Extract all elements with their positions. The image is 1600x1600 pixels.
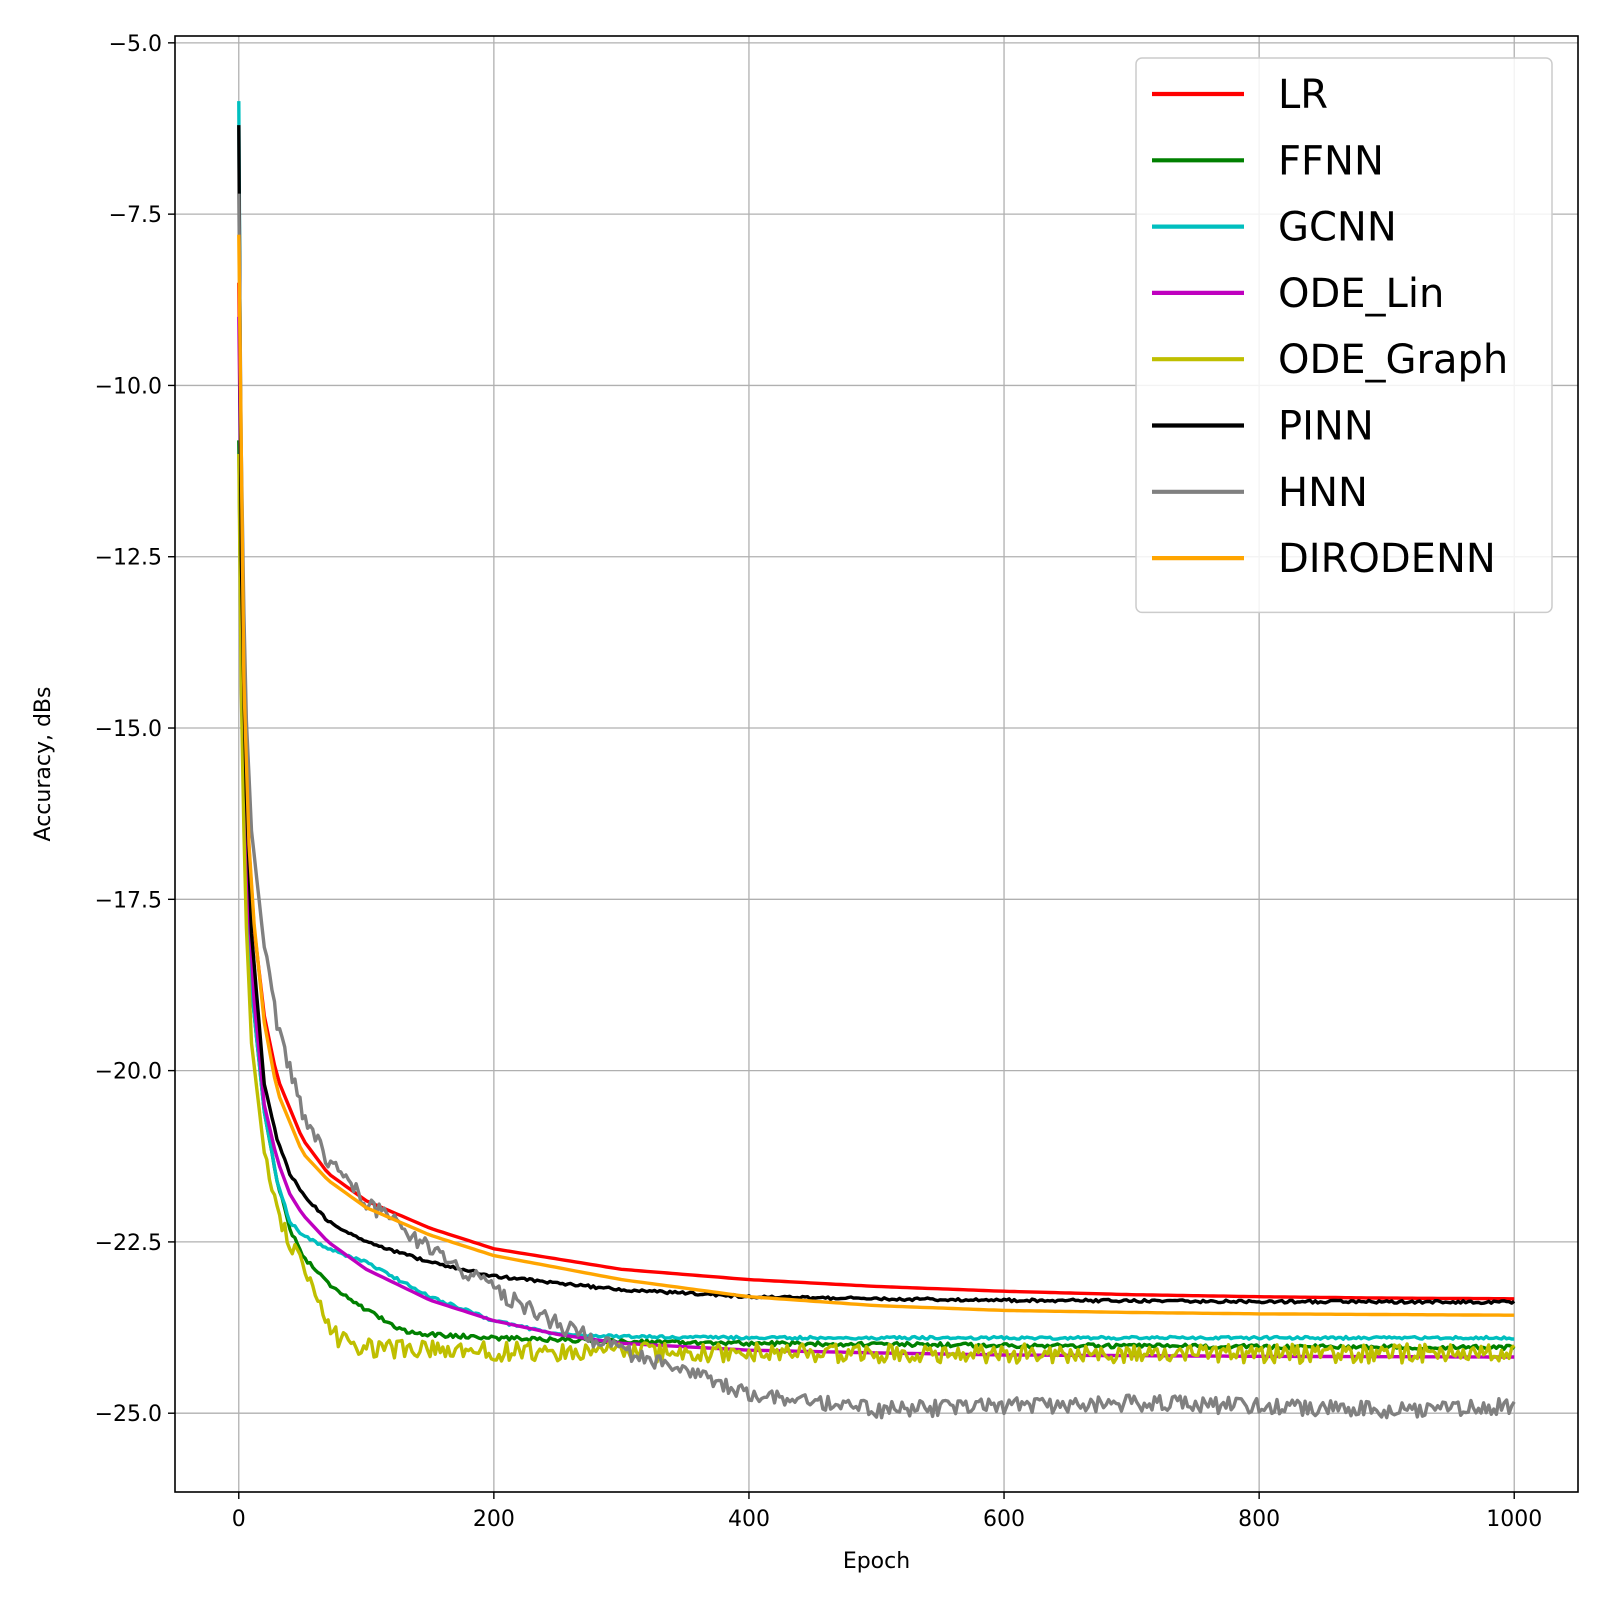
- legend-label: PINN: [1278, 404, 1374, 450]
- y-tick-label: −7.5: [109, 203, 162, 228]
- x-tick-label: 600: [983, 1507, 1025, 1532]
- legend-label: FFNN: [1278, 138, 1384, 184]
- series-line-ffnn: [237, 440, 1516, 1351]
- x-tick-label: 800: [1238, 1507, 1280, 1532]
- y-tick-label: −25.0: [95, 1402, 162, 1427]
- legend-box: [1135, 57, 1553, 614]
- x-axis-label: Epoch: [843, 1549, 910, 1574]
- series-line-ode-graph: [237, 453, 1516, 1365]
- series-layer: [237, 101, 1516, 1420]
- x-tick-label: 200: [473, 1507, 515, 1532]
- legend-label: ODE_Lin: [1278, 271, 1444, 317]
- legend-label: LR: [1278, 72, 1328, 118]
- x-tick-label: 1000: [1486, 1507, 1542, 1532]
- y-tick-label: −17.5: [95, 888, 162, 913]
- x-tick-label: 0: [232, 1507, 246, 1532]
- axes-frame: [174, 35, 1579, 1493]
- x-tick-label: 400: [728, 1507, 770, 1532]
- series-line-pinn: [237, 125, 1516, 1306]
- legend: LR FFNN GCNN ODE_Lin ODE_Graph PINN HNN DIRODEN…: [1135, 57, 1553, 614]
- y-tick-label: −10.0: [95, 374, 162, 399]
- y-axis-label: Accuracy, dBs: [31, 687, 56, 842]
- ticks: 0 200 400 600 800 1000 −5.0 −7.5 −10.0 −12.5 −15.0…: [95, 32, 1543, 1532]
- series-line-gcnn: [237, 101, 1515, 1341]
- series-line-dirodenn: [237, 234, 1515, 1317]
- legend-label: HNN: [1278, 470, 1368, 516]
- series-line-lr: [237, 282, 1515, 1301]
- y-tick-label: −12.5: [95, 546, 162, 571]
- y-tick-label: −22.5: [95, 1231, 162, 1256]
- y-tick-label: −15.0: [95, 717, 162, 742]
- y-tick-label: −20.0: [95, 1060, 162, 1085]
- y-tick-label: −5.0: [109, 32, 162, 57]
- legend-label: GCNN: [1278, 205, 1397, 251]
- series-line-hnn: [237, 193, 1516, 1420]
- legend-label: ODE_Graph: [1278, 337, 1508, 383]
- legend-label: DIRODENN: [1278, 536, 1496, 582]
